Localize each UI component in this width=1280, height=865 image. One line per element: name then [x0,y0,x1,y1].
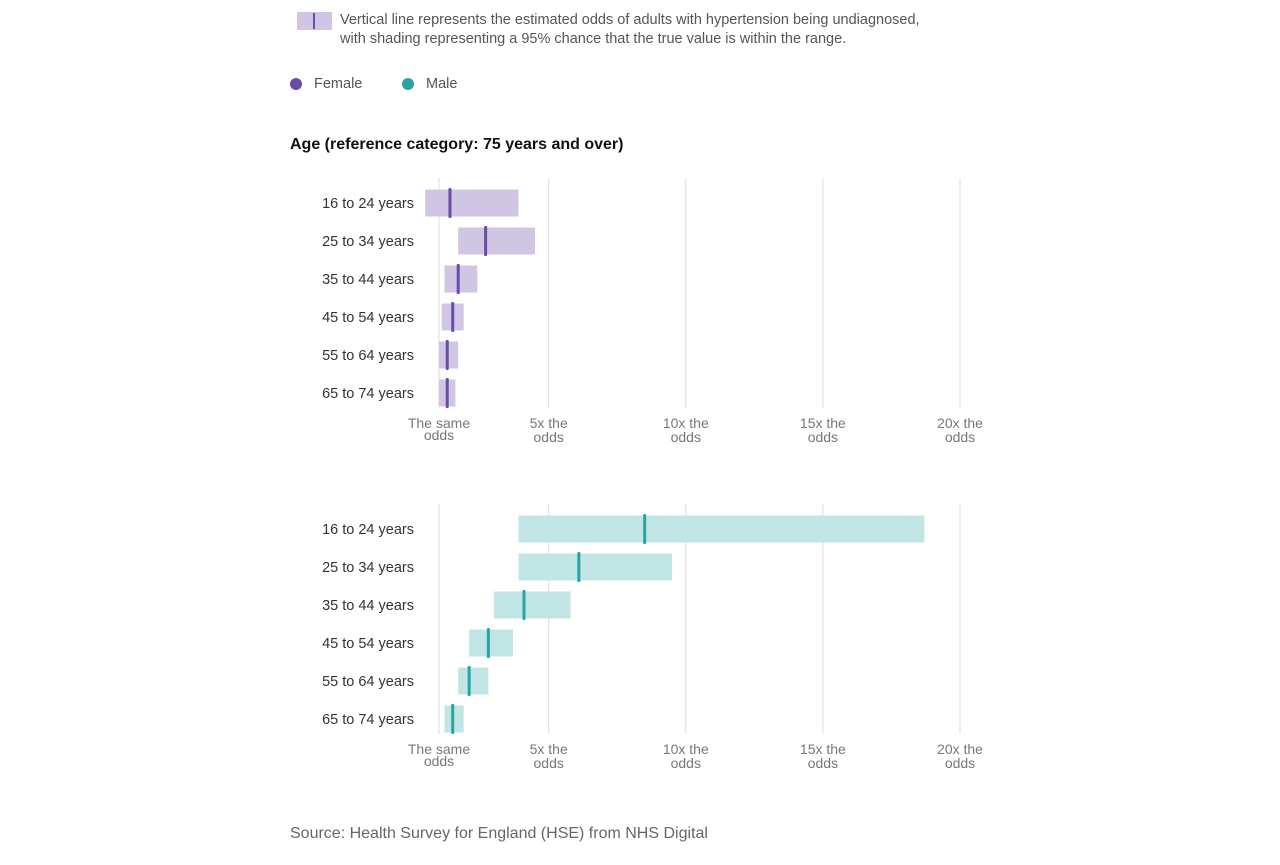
female-tick-label: 5x the [530,415,568,431]
male-estimate-line [486,628,490,658]
male-tick-label: odds [424,753,454,769]
female-category-label: 65 to 74 years [322,386,414,402]
male-estimate-line [451,704,455,734]
legend-key-line [313,13,315,29]
male-tick-label: The same [408,741,470,757]
legend-female-label: Female [314,76,363,92]
male-ci-band [518,553,673,581]
male-forest-chart: 16 to 24 years 25 to 34 years 35 to 44 yea… [322,504,983,771]
source-note: Source: Health Survey for England (HSE) … [290,825,708,842]
male-category-label: 35 to 44 years [322,598,414,614]
female-dot-icon [290,78,302,90]
male-estimate-line [522,590,526,620]
male-tick-label: odds [671,755,701,771]
male-dot-icon [402,78,414,90]
male-estimate-line [643,514,647,544]
female-estimate-line [456,264,460,294]
male-tick-label: odds [808,755,838,771]
male-tick-label: 5x the [530,741,568,757]
legend-male: Male [402,76,457,92]
legend-key-swatch [297,12,332,30]
female-forest-chart: 16 to 24 years 25 to 34 years 35 to 44 yea… [322,178,983,445]
male-ci-band [518,515,925,543]
female-tick-label: odds [671,429,701,445]
female-ci-band [425,189,519,217]
male-estimate-line [467,666,471,696]
female-category-label: 16 to 24 years [322,196,414,212]
male-tick-label: odds [534,755,564,771]
male-tick-label: 20x the [937,741,983,757]
female-tick-label: 15x the [800,415,846,431]
section-title: Age (reference category: 75 years and ov… [290,136,624,153]
male-ci-band [469,629,514,657]
female-ci-band [444,265,478,293]
male-category-label: 55 to 64 years [322,674,414,690]
male-category-label: 25 to 34 years [322,560,414,576]
legend-female: Female [290,76,362,92]
male-category-label: 65 to 74 years [322,712,414,728]
female-tick-label: odds [534,429,564,445]
legend-male-label: Male [426,76,458,92]
male-category-label: 16 to 24 years [322,522,414,538]
female-tick-label: 10x the [663,415,709,431]
female-category-label: 55 to 64 years [322,348,414,364]
female-estimate-line [445,340,449,370]
female-tick-label: odds [424,427,454,443]
female-category-label: 25 to 34 years [322,234,414,250]
female-tick-label: The same [408,415,470,431]
male-ci-band [458,667,489,695]
female-category-label: 35 to 44 years [322,272,414,288]
male-category-label: 45 to 54 years [322,636,414,652]
female-estimate-line [445,378,449,408]
female-ci-band [458,227,535,255]
female-tick-label: odds [808,429,838,445]
female-estimate-line [484,226,488,256]
female-estimate-line [448,188,452,218]
female-category-label: 45 to 54 years [322,310,414,326]
female-tick-label: 20x the [937,415,983,431]
male-estimate-line [577,552,581,582]
male-tick-label: 15x the [800,741,846,757]
male-tick-label: 10x the [663,741,709,757]
female-estimate-line [451,302,455,332]
male-ci-band [493,591,571,619]
male-tick-label: odds [945,755,975,771]
female-tick-label: odds [945,429,975,445]
legend-description: Vertical line represents the estimated o… [340,12,920,47]
